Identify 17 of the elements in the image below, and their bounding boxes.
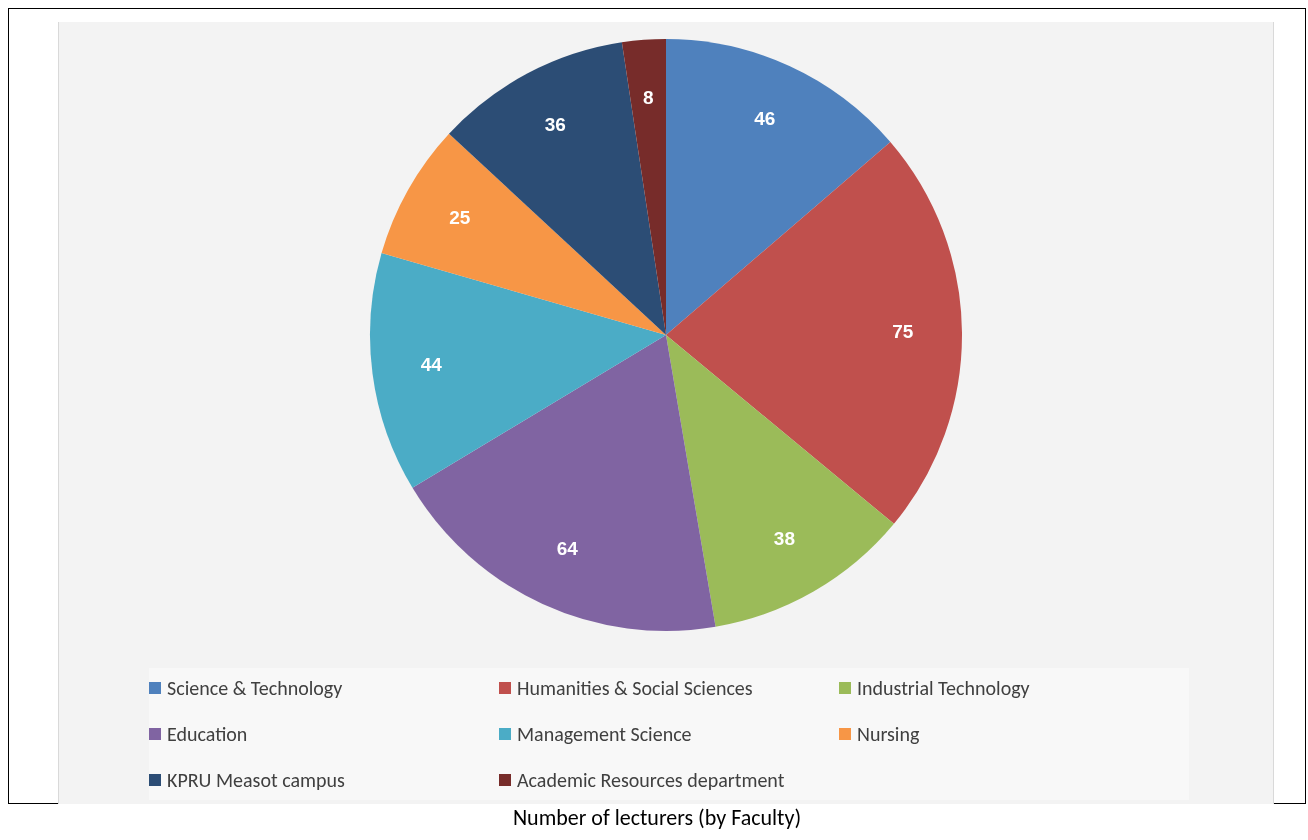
legend-label: Management Science [517,722,692,746]
data-label: 75 [892,321,914,343]
data-label: 64 [556,538,579,560]
data-label: 36 [544,113,566,135]
legend-label: Industrial Technology [857,676,1030,700]
data-label: 8 [643,87,654,109]
legend-label: KPRU Measot campus [167,768,345,792]
data-label: 38 [773,528,795,550]
data-label: 25 [449,206,471,228]
data-label: 44 [420,354,443,376]
legend-label: Academic Resources department [517,768,785,792]
legend-label: Humanities & Social Sciences [517,676,753,700]
legend-label: Nursing [857,722,920,746]
legend-label: Education [167,722,248,746]
text: Number of lecturers (by Faculty) [511,804,803,831]
legend-label: Science & Technology [167,676,343,700]
data-label: 46 [754,108,776,129]
